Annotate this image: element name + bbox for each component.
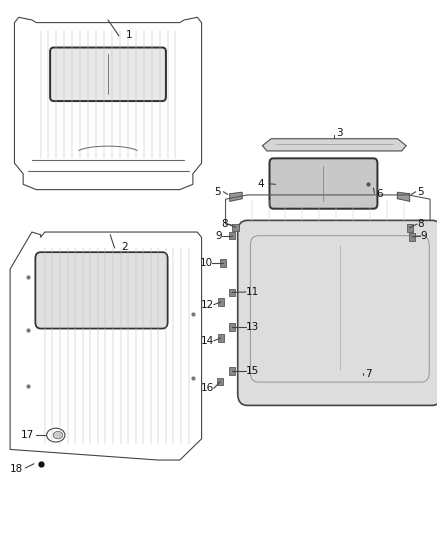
Text: 3: 3 bbox=[336, 128, 343, 138]
Bar bbox=[218, 334, 224, 342]
Text: 5: 5 bbox=[417, 187, 424, 197]
Bar bbox=[218, 298, 224, 306]
Text: 17: 17 bbox=[21, 430, 34, 440]
Text: 2: 2 bbox=[121, 242, 128, 252]
Bar bbox=[409, 233, 415, 240]
Text: 5: 5 bbox=[215, 187, 221, 197]
Bar bbox=[229, 289, 235, 296]
Text: 12: 12 bbox=[201, 300, 214, 310]
Text: 7: 7 bbox=[365, 369, 371, 379]
Bar bbox=[229, 323, 235, 330]
Bar bbox=[220, 259, 226, 266]
Bar bbox=[229, 232, 235, 239]
FancyBboxPatch shape bbox=[50, 47, 166, 101]
Bar bbox=[233, 223, 239, 231]
FancyBboxPatch shape bbox=[35, 252, 168, 328]
Bar bbox=[229, 367, 235, 375]
Text: 8: 8 bbox=[222, 219, 228, 229]
Ellipse shape bbox=[53, 431, 63, 439]
FancyBboxPatch shape bbox=[238, 220, 438, 406]
Text: 9: 9 bbox=[215, 231, 222, 241]
Text: 1: 1 bbox=[125, 30, 132, 40]
Text: 8: 8 bbox=[417, 219, 424, 229]
Text: 4: 4 bbox=[258, 179, 264, 189]
Text: 15: 15 bbox=[246, 366, 259, 376]
Text: 16: 16 bbox=[201, 383, 214, 393]
Text: 14: 14 bbox=[201, 336, 214, 346]
FancyBboxPatch shape bbox=[269, 158, 378, 209]
Text: 13: 13 bbox=[246, 322, 259, 332]
Text: 11: 11 bbox=[246, 287, 259, 297]
Bar bbox=[406, 224, 413, 231]
Text: 9: 9 bbox=[420, 231, 427, 241]
Text: 18: 18 bbox=[10, 464, 23, 474]
Bar bbox=[217, 378, 223, 385]
Text: 6: 6 bbox=[377, 189, 383, 199]
Polygon shape bbox=[230, 192, 242, 201]
Polygon shape bbox=[262, 139, 406, 151]
Text: 10: 10 bbox=[199, 258, 212, 268]
Polygon shape bbox=[397, 192, 410, 201]
